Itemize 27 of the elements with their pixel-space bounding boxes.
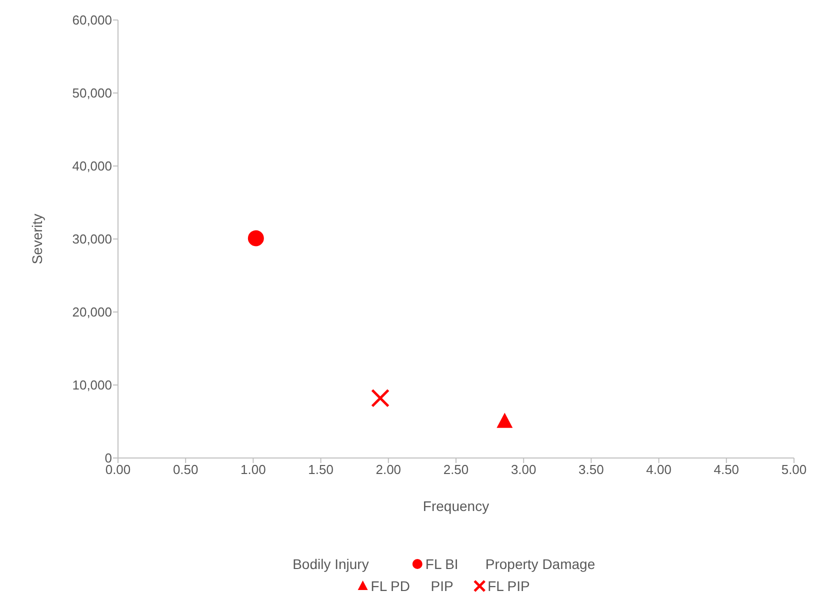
point [371,388,390,408]
y-tick-label: 30,000 [72,232,112,247]
x-tick-label: 3.50 [578,462,604,477]
point [248,230,264,246]
y-tick-label: 20,000 [72,304,112,320]
x-axis-title: Frequency [422,498,490,514]
text: Bodily Injury [292,556,369,572]
legend-label: FL BI [425,556,458,572]
x-tick-label: 5.00 [781,462,807,477]
x-tick-label: 3.00 [510,462,536,477]
x-tick-label: 2.00 [376,462,402,477]
x-tick-label: 4.50 [714,462,740,477]
y-tick-label: 50,000 [72,86,112,101]
y-axis-title: Severity [29,214,45,264]
y-tick-label: 10,000 [72,378,112,393]
y-tick-label: 60,000 [72,12,112,28]
y-tick-label: 40,000 [72,158,112,174]
legend-label: FL PD [370,578,410,594]
text: Property Damage [485,556,596,572]
x-tick-label: 2.50 [443,462,469,477]
legend-label: FL PIP [488,578,530,594]
x-tick-label: 1.00 [240,462,266,477]
x-tick-label: 0.50 [172,462,198,477]
x-tick-label: 1.50 [308,462,334,477]
x-tick-label: 4.00 [646,462,672,477]
point [496,412,513,428]
text: PIP [430,578,454,594]
